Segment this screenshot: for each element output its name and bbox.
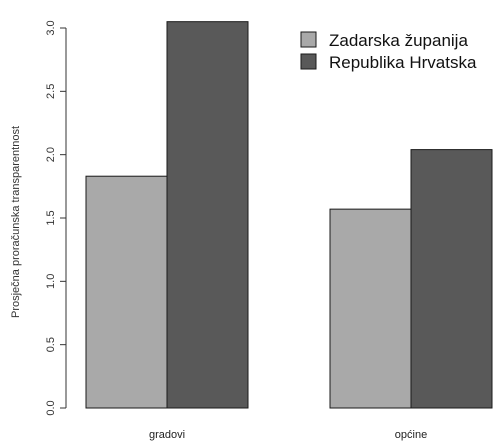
y-axis-title: Prosječna proračunska transparentnost [10, 126, 22, 318]
category-label-općine: općine [395, 429, 427, 441]
bars [85, 21, 493, 409]
bar-općine-zadarska [329, 208, 412, 409]
category-labels: gradovi općine [149, 429, 427, 441]
legend: Zadarska županija Republika Hrvatska [300, 31, 477, 72]
y-tick-label: 1.0 [45, 274, 57, 289]
legend-label: Zadarska županija [329, 31, 468, 50]
y-tick-label: 0.5 [45, 337, 57, 352]
legend-swatch [300, 53, 317, 70]
y-axis: 0.0 0.5 1.0 1.5 2.0 2.5 3.0 [45, 20, 67, 416]
y-tick-label: 0.0 [45, 400, 57, 415]
bar-gradovi-zadarska [85, 175, 168, 409]
y-tick-label: 3.0 [45, 20, 57, 35]
bar-gradovi-hrvatska [166, 21, 249, 409]
y-tick-label: 2.0 [45, 147, 57, 162]
y-tick-label: 2.5 [45, 84, 57, 99]
category-label-gradovi: gradovi [149, 429, 185, 441]
bar-općine-hrvatska [410, 149, 493, 409]
legend-label: Republika Hrvatska [329, 53, 477, 72]
y-tick-label: 1.5 [45, 210, 57, 225]
legend-swatch [300, 31, 317, 48]
